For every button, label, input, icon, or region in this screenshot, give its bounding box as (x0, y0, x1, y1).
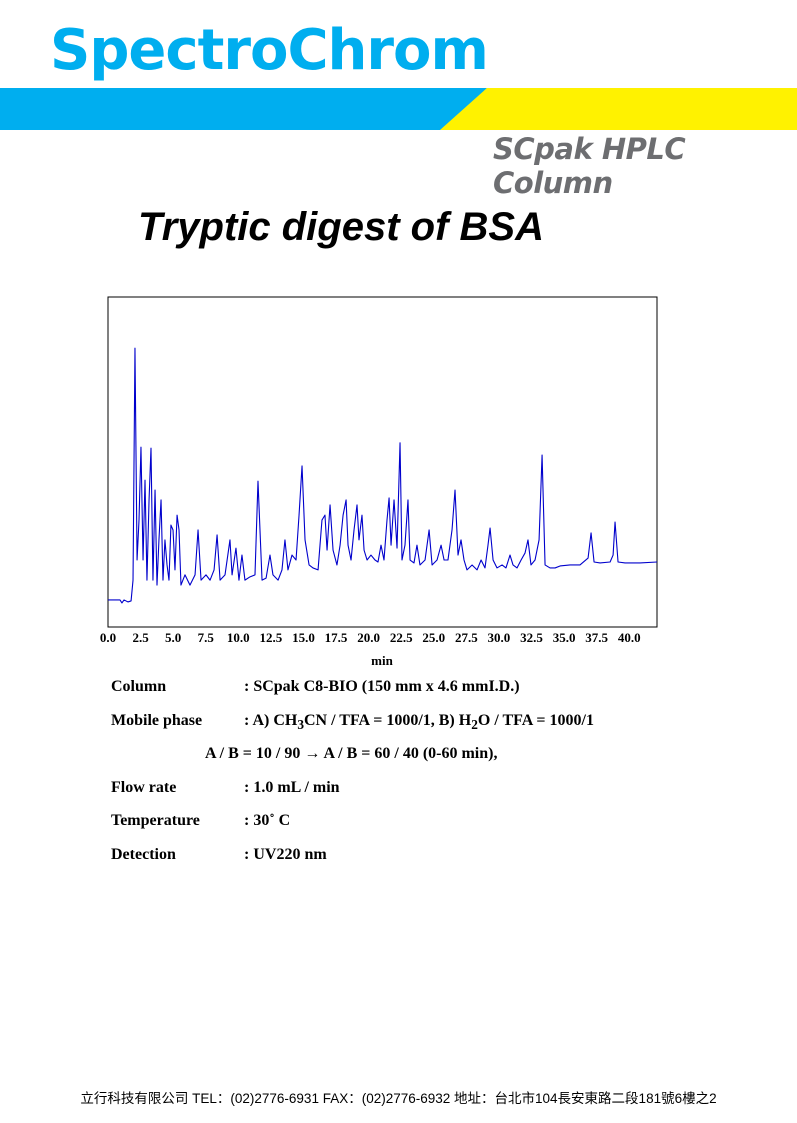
x-tick-label: 12.5 (260, 630, 283, 645)
chart: min 0.0 2.5 5.0 7.5 10.0 12.5 15.0 17.5 20.0 22.5… (100, 296, 658, 668)
x-axis-label: min (371, 653, 393, 668)
cond-value: : 1.0 mL / min (244, 779, 340, 796)
blue-band (0, 88, 487, 130)
x-tick-label: 17.5 (325, 630, 348, 645)
title: Tryptic digest of BSA (138, 205, 544, 249)
cond-label: Flow rate (111, 779, 177, 796)
subscript: 3 (297, 717, 304, 733)
x-tick-label: 0.0 (100, 630, 116, 645)
x-tick-label: 40.0 (618, 630, 641, 645)
x-tick-label: 22.5 (390, 630, 413, 645)
footer: 立行科技有限公司 TEL：(02)2776-6931 FAX：(02)2776-… (80, 1091, 717, 1106)
text: O / TFA = 1000/1 (477, 712, 594, 729)
cond-value: : SCpak C8-BIO (150 mm x 4.6 mmI.D.) (244, 678, 520, 695)
cond-label: Column (111, 678, 167, 695)
x-tick-label: 10.0 (227, 630, 250, 645)
x-tick-label: 25.0 (422, 630, 445, 645)
x-tick-label: 27.5 (455, 630, 478, 645)
cond-label: Detection (111, 846, 176, 863)
brand: SpectroChrom (50, 18, 489, 83)
x-tick-label: 32.5 (520, 630, 543, 645)
cond-value: : 30˚ C (244, 812, 291, 829)
x-tick-label: 37.5 (585, 630, 608, 645)
x-tick-label: 15.0 (292, 630, 315, 645)
subscript: 2 (471, 717, 478, 733)
cond-label: Temperature (111, 812, 200, 829)
text: : A) CH (244, 712, 298, 729)
text: CN / TFA = 1000/1, B) H (304, 712, 472, 729)
x-tick-label: 7.5 (198, 630, 215, 645)
plot-frame (107, 296, 658, 628)
x-tick-label: 5.0 (165, 630, 181, 645)
yellow-band (440, 88, 797, 130)
x-tick-label: 30.0 (488, 630, 511, 645)
cond-label: Mobile phase (111, 712, 203, 729)
trace (108, 347, 658, 604)
subtitle: SCpak HPLC Column (493, 132, 686, 200)
x-tick-label: 2.5 (132, 630, 149, 645)
x-tick-label: 20.0 (357, 630, 380, 645)
cond-value: : A) CH3CN / TFA = 1000/1, B) H2O / TFA … (244, 712, 594, 733)
header-bands (0, 88, 797, 130)
cond-value: A / B = 10 / 90 → A / B = 60 / 40 (0-60 … (205, 745, 498, 762)
cond-value: : UV220 nm (244, 846, 327, 863)
x-tick-label: 35.0 (553, 630, 576, 645)
